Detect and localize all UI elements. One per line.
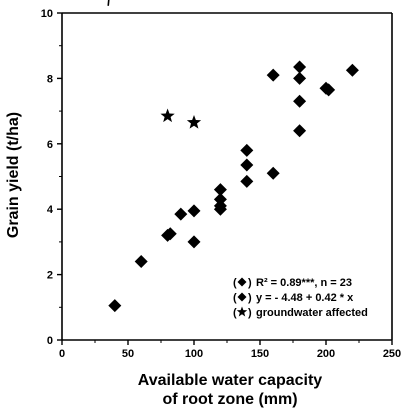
star-point xyxy=(186,115,202,129)
y-axis-title: Grain yield (t/ha) xyxy=(5,112,22,238)
data-points xyxy=(108,60,359,313)
legend-paren-open: ( xyxy=(233,277,237,289)
diamond-point xyxy=(293,60,307,74)
diamond-point xyxy=(187,204,201,218)
diamond-point xyxy=(240,158,254,172)
diamond-point xyxy=(266,166,280,180)
legend-label: y = - 4.48 + 0.42 * x xyxy=(256,292,354,304)
x-tick-label: 150 xyxy=(251,348,269,360)
diamond-point xyxy=(240,174,254,188)
diamond-point xyxy=(187,235,201,249)
y-tick-label: 8 xyxy=(47,73,53,85)
legend-label: R² = 0.89***, n = 23 xyxy=(256,277,352,289)
diamond-point xyxy=(174,207,188,221)
diamond-point xyxy=(213,183,227,197)
x-tick-label: 50 xyxy=(122,348,134,360)
legend-paren-close: ) xyxy=(248,307,252,319)
y-tick-label: 6 xyxy=(47,139,53,151)
x-tick-label: 0 xyxy=(59,348,65,360)
y-tick-label: 2 xyxy=(47,270,53,282)
diamond-point xyxy=(293,124,307,138)
x-tick-label: 200 xyxy=(317,348,335,360)
x-tick-label: 250 xyxy=(383,348,401,360)
legend-paren-open: ( xyxy=(233,307,237,319)
diamond-point xyxy=(345,63,359,77)
diamond-point xyxy=(108,299,122,313)
x-tick-label: 100 xyxy=(185,348,203,360)
y-tick-label: 0 xyxy=(47,335,53,347)
legend-paren-close: ) xyxy=(248,292,252,304)
diamond-point xyxy=(322,83,336,97)
diamond-point xyxy=(134,255,148,269)
legend-diamond-icon xyxy=(237,277,247,287)
diamond-point xyxy=(266,68,280,82)
legend: () R² = 0.89***, n = 23 () y = - 4.48 + 0.4… xyxy=(233,277,368,319)
y-tick-label: 10 xyxy=(41,8,53,20)
x-axis-title-line1: Available water capacity xyxy=(138,372,322,389)
legend-diamond-icon xyxy=(237,292,247,302)
regression-line xyxy=(107,0,110,6)
axes: 0 50 100 150 200 250 0 2 4 6 8 10 xyxy=(41,8,401,360)
legend-paren-close: ) xyxy=(248,277,252,289)
diamond-point xyxy=(213,192,227,206)
x-axis-title-line2: of root zone (mm) xyxy=(162,391,297,408)
regression-line-group xyxy=(107,0,110,6)
diamond-point xyxy=(240,143,254,157)
diamond-point xyxy=(293,71,307,85)
star-point xyxy=(160,108,175,123)
legend-paren-open: ( xyxy=(233,292,237,304)
axis-titles: Grain yield (t/ha) Available water capac… xyxy=(5,112,322,408)
y-tick-label: 4 xyxy=(47,204,54,216)
legend-label: groundwater affected xyxy=(256,307,368,319)
diamond-point xyxy=(293,94,307,108)
legend-star-icon xyxy=(236,306,248,317)
diamond-point xyxy=(213,202,227,216)
diamond-point xyxy=(163,227,177,241)
